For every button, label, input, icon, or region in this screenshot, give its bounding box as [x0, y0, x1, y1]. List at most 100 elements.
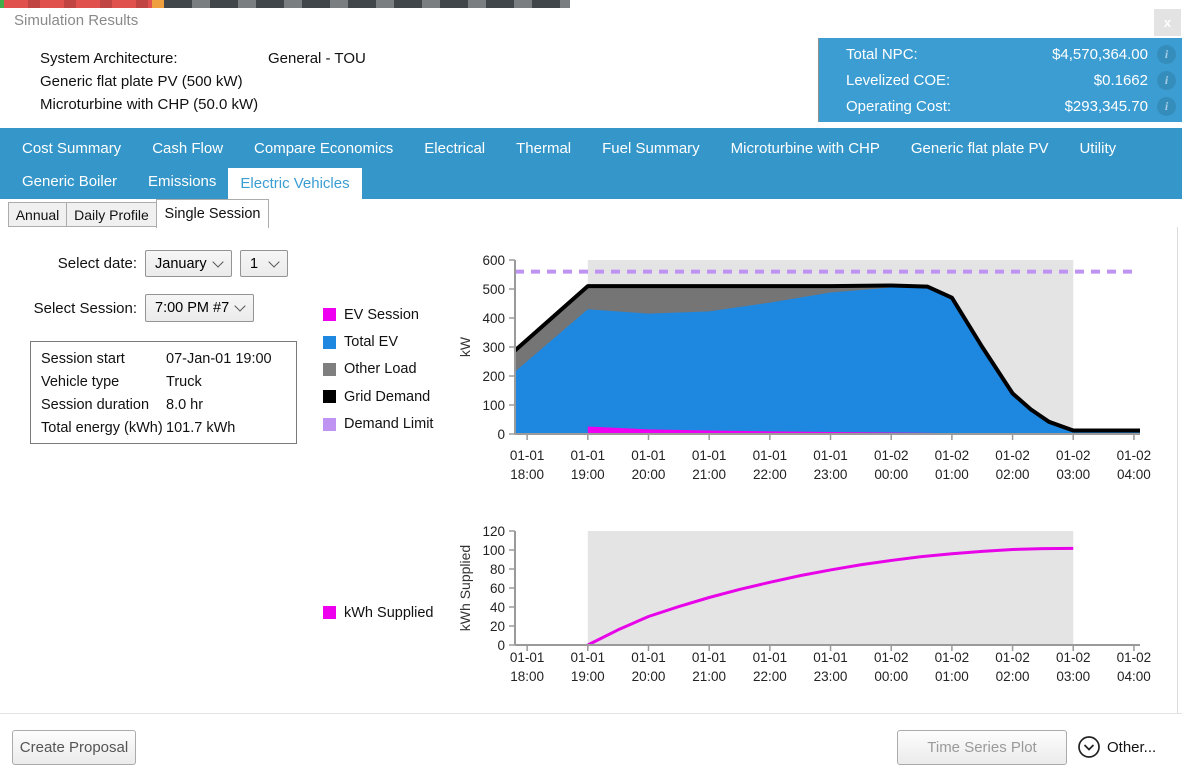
metric-levelized-coe: Levelized COE: $0.1662 i	[846, 68, 1176, 92]
metric-value: $293,345.70	[1064, 97, 1148, 115]
legend-label: Total EV	[344, 334, 398, 351]
power-chart-legend: EV Session Total EV Other Load Grid Dema…	[323, 301, 433, 438]
tab-electric-vehicles[interactable]: Electric Vehicles	[228, 168, 362, 199]
select-date-label: Select date:	[57, 255, 137, 272]
main-tab-bar: Cost Summary Cash Flow Compare Economics…	[0, 128, 1182, 199]
subtab-daily-profile[interactable]: Daily Profile	[66, 202, 157, 227]
metric-label: Operating Cost:	[846, 97, 952, 115]
footer-divider	[0, 713, 1182, 714]
legend-swatch	[323, 335, 336, 349]
x-tick-label-time: 02:00	[996, 467, 1030, 482]
info-icon[interactable]: i	[1157, 44, 1176, 64]
page-title: Simulation Results	[14, 12, 139, 29]
legend-swatch	[323, 362, 336, 376]
system-architecture-value: General - TOU	[268, 50, 366, 67]
x-tick-label-time: 18:00	[510, 669, 544, 684]
component-microturbine: Microturbine with CHP (50.0 kW)	[40, 96, 259, 113]
metric-operating-cost: Operating Cost: $293,345.70 i	[846, 94, 1176, 118]
session-select[interactable]: 7:00 PM #7	[145, 294, 254, 322]
table-row: Session duration 8.0 hr	[31, 393, 296, 416]
x-tick-label-time: 18:00	[510, 467, 544, 482]
metric-value: $4,570,364.00	[1052, 45, 1148, 63]
x-tick-label-date: 01-01	[813, 448, 848, 463]
x-tick-label-time: 22:00	[753, 467, 787, 482]
tab-thermal[interactable]: Thermal	[516, 139, 572, 157]
y-axis-title: kW	[457, 336, 473, 357]
legend-item-kwh-supplied: kWh Supplied	[323, 599, 433, 626]
month-select-value: January	[155, 255, 207, 272]
x-tick-label-date: 01-01	[631, 448, 666, 463]
metric-total-npc: Total NPC: $4,570,364.00 i	[846, 42, 1176, 66]
component-pv: Generic flat plate PV (500 kW)	[40, 73, 243, 90]
x-tick-label-date: 01-02	[995, 448, 1030, 463]
info-label: Total energy (kWh)	[41, 419, 163, 436]
legend-item-total-ev: Total EV	[323, 328, 433, 355]
x-tick-label-time: 21:00	[692, 669, 726, 684]
info-icon[interactable]: i	[1157, 96, 1176, 116]
tab-row-1: Cost Summary Cash Flow Compare Economics…	[0, 128, 1116, 168]
x-tick-label-time: 01:00	[935, 467, 969, 482]
info-label: Vehicle type	[41, 373, 120, 390]
x-tick-label-time: 23:00	[814, 467, 848, 482]
month-select[interactable]: January	[145, 250, 232, 277]
chevron-down-circle-icon	[1078, 736, 1100, 758]
close-icon[interactable]: x	[1154, 9, 1181, 36]
table-row: Vehicle type Truck	[31, 370, 296, 393]
tab-emissions[interactable]: Emissions	[148, 173, 217, 190]
legend-label: EV Session	[344, 306, 419, 323]
x-tick-label-time: 01:00	[935, 669, 969, 684]
tab-electrical[interactable]: Electrical	[424, 139, 486, 157]
y-tick-label: 20	[490, 619, 505, 634]
other-menu-button[interactable]: Other...	[1077, 735, 1156, 759]
tab-fuel-summary[interactable]: Fuel Summary	[602, 139, 700, 157]
power-chart: 0 100 200 300 400 500 600 01-01 18:00 01-01 19:00 0…	[457, 253, 1151, 482]
tab-utility[interactable]: Utility	[1079, 139, 1117, 157]
create-proposal-button[interactable]: Create Proposal	[12, 730, 136, 765]
tab-generic-boiler[interactable]: Generic Boiler	[22, 173, 118, 190]
x-tick-label-time: 19:00	[571, 669, 605, 684]
time-series-plot-button[interactable]: Time Series Plot	[897, 730, 1067, 765]
x-tick-label-date: 01-02	[874, 448, 909, 463]
x-tick-label-time: 22:00	[753, 669, 787, 684]
tab-microturbine-with-chp[interactable]: Microturbine with CHP	[730, 139, 880, 157]
app-strip-red-segment	[4, 0, 152, 8]
day-select[interactable]: 1	[240, 250, 288, 277]
x-tick-label-date: 01-02	[1056, 448, 1091, 463]
y-tick-label: 100	[482, 398, 505, 413]
content-right-border	[1177, 227, 1178, 713]
metric-label: Total NPC:	[846, 45, 918, 63]
legend-item-ev-session: EV Session	[323, 301, 433, 328]
x-tick-label-date: 01-01	[571, 650, 606, 665]
tab-generic-flat-plate-pv[interactable]: Generic flat plate PV	[910, 139, 1049, 157]
y-tick-label: 60	[490, 581, 505, 596]
tab-compare-economics[interactable]: Compare Economics	[254, 139, 394, 157]
y-tick-label: 100	[482, 543, 505, 558]
legend-swatch	[323, 390, 336, 404]
info-value: 101.7 kWh	[166, 419, 236, 436]
subtab-single-session[interactable]: Single Session	[156, 199, 269, 228]
x-tick-label-date: 01-01	[813, 650, 848, 665]
session-info-table: Session start 07-Jan-01 19:00 Vehicle ty…	[30, 341, 297, 444]
subtab-annual[interactable]: Annual	[8, 202, 67, 227]
x-tick-label-time: 04:00	[1117, 467, 1151, 482]
legend-label: kWh Supplied	[344, 604, 434, 621]
select-session-label: Select Session:	[33, 300, 137, 317]
x-tick-label-date: 01-02	[935, 650, 970, 665]
x-tick-label-time: 03:00	[1056, 669, 1090, 684]
tab-row-2: Generic Boiler Emissions	[0, 164, 216, 199]
y-tick-label: 300	[482, 340, 505, 355]
info-value: 07-Jan-01 19:00	[166, 350, 272, 367]
tab-cost-summary[interactable]: Cost Summary	[22, 139, 122, 157]
x-tick-label-date: 01-02	[874, 650, 909, 665]
y-tick-label: 120	[482, 524, 505, 539]
x-tick-label-time: 21:00	[692, 467, 726, 482]
legend-swatch	[323, 417, 336, 431]
legend-swatch	[323, 606, 336, 620]
x-tick-label-time: 00:00	[874, 669, 908, 684]
session-shading	[587, 531, 1074, 645]
info-icon[interactable]: i	[1157, 70, 1176, 90]
y-tick-label: 40	[490, 600, 505, 615]
y-tick-label: 600	[482, 253, 505, 268]
tab-cash-flow[interactable]: Cash Flow	[152, 139, 224, 157]
